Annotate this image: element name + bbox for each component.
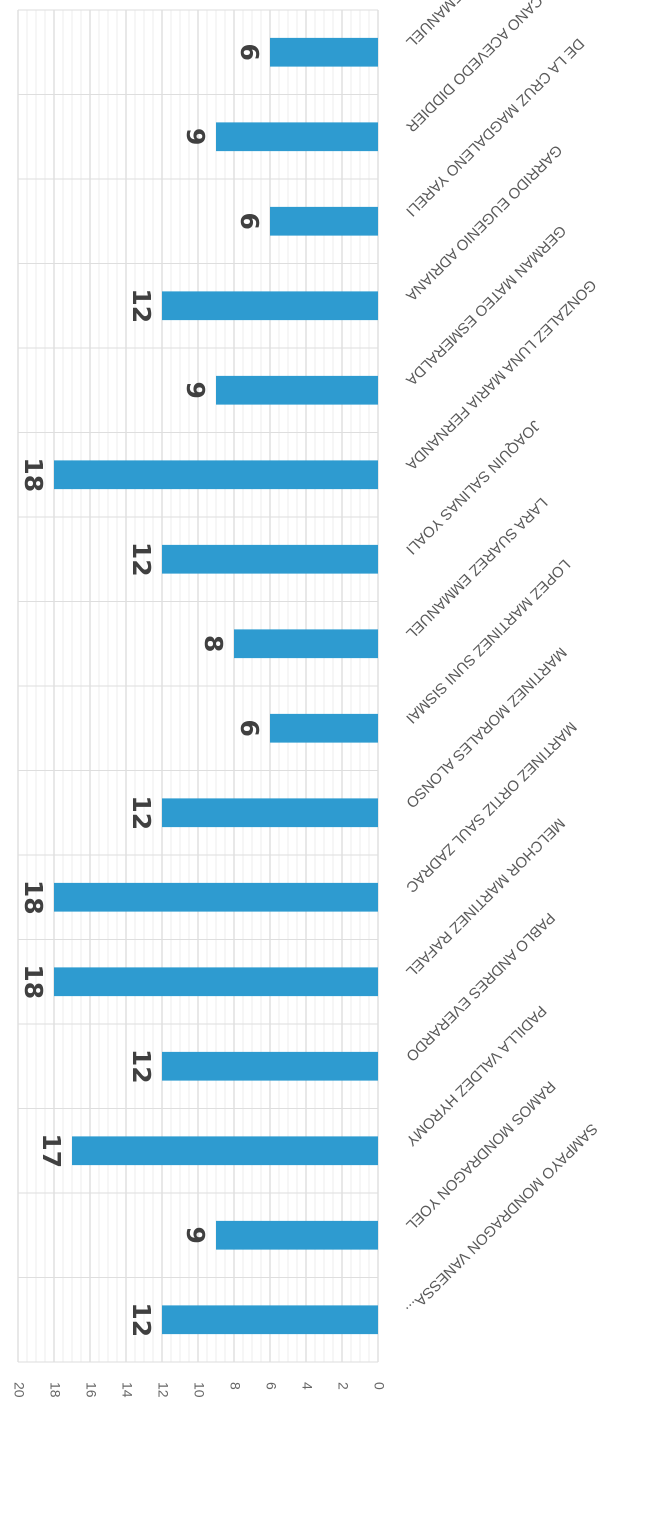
data-label: 18 [19, 457, 48, 492]
bar [270, 713, 378, 743]
data-label: 6 [235, 44, 264, 61]
data-label: 12 [127, 795, 156, 830]
bar [162, 1051, 378, 1081]
bar [162, 798, 378, 828]
y-tick-label: 16 [83, 1382, 99, 1398]
data-label: 8 [199, 635, 228, 652]
bar [270, 37, 378, 67]
bar [234, 629, 378, 659]
category-label: PADILLA VALDEZ HYROMY [402, 1002, 549, 1149]
category-label: LARA SUAREZ EMMANUEL [402, 494, 550, 642]
category-label: JOAQUIN SALINAS YOALI [402, 417, 543, 558]
data-label: 12 [127, 288, 156, 323]
category-label: MARTINEZ MORALES ALONSO [402, 644, 569, 811]
bar [54, 460, 378, 490]
category-label: GARRIDO EUGENIO ADRIANA [402, 141, 565, 304]
bar [72, 1136, 378, 1166]
y-tick-label: 14 [119, 1382, 135, 1398]
y-tick-label: 20 [11, 1382, 27, 1398]
category-label: GONZALEZ LUNA MARIA FERNANDA [402, 276, 599, 473]
data-label: 18 [19, 880, 48, 915]
bar [162, 291, 378, 321]
data-label: 9 [181, 382, 210, 399]
bar [54, 882, 378, 912]
chart-bars [54, 37, 378, 1335]
data-label: 12 [127, 1302, 156, 1337]
y-tick-label: 18 [47, 1382, 63, 1398]
y-axis-ticks: 0 2 4 6 8 10 12 14 16 18 20 [11, 1382, 387, 1398]
data-label: 9 [181, 128, 210, 145]
y-tick-label: 4 [299, 1382, 315, 1390]
bar [216, 122, 378, 152]
y-tick-label: 0 [371, 1382, 387, 1390]
category-label: RAMOS MONDRAGON YOEL [402, 1077, 558, 1233]
bar [162, 544, 378, 574]
bar [54, 967, 378, 997]
data-label: 9 [181, 1227, 210, 1244]
bar [270, 206, 378, 236]
data-label: 17 [37, 1133, 66, 1168]
data-label: 12 [127, 542, 156, 577]
y-tick-label: 8 [227, 1382, 243, 1390]
y-tick-label: 6 [263, 1382, 279, 1390]
category-label: DE LA CRUZ MAGDALENO YARELI [402, 35, 587, 220]
bar [162, 1305, 378, 1335]
data-label: 6 [235, 720, 264, 737]
category-label: PABLO ANDRES EVERARDO [402, 909, 558, 1065]
category-label: MELCHOR MARTINEZ RAFAEL [402, 814, 568, 980]
y-tick-label: 2 [335, 1382, 351, 1390]
category-label: GERMAN MATEO ESMERALDA [402, 222, 569, 389]
category-labels: ANDRES BENITEZ EMANUELCANO ACEVEDO DIDDI… [402, 0, 600, 1318]
bar [216, 375, 378, 405]
category-label: SAMPAYO MONDRAGON VANESSA... [402, 1120, 600, 1318]
data-labels: 6 9 6 12 9 18 12 8 6 12 18 18 12 17 9 12 [19, 44, 264, 1338]
data-label: 6 [235, 213, 264, 230]
y-tick-label: 10 [191, 1382, 207, 1398]
category-label: LOPEZ MARTINEZ SUNI SISMAI [402, 556, 573, 727]
data-label: 18 [19, 964, 48, 999]
y-tick-label: 12 [155, 1382, 171, 1398]
bar [216, 1220, 378, 1250]
category-label: MARTINEZ ORTIZ SAUL ZADRAC [402, 718, 580, 896]
data-label: 12 [127, 1049, 156, 1084]
